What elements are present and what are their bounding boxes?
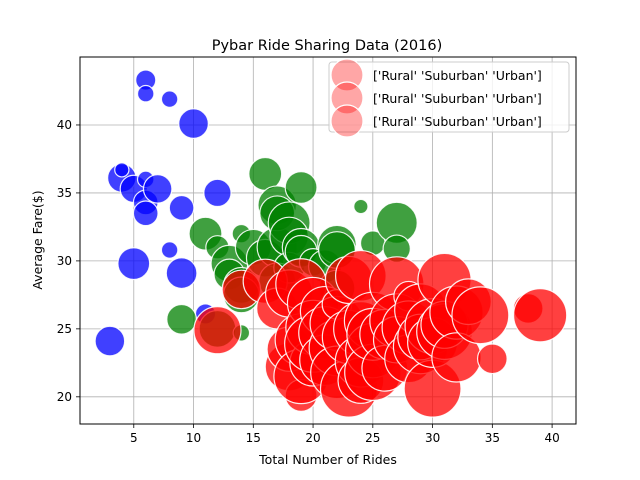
bubble-rural	[165, 257, 198, 290]
x-tick-label: 30	[425, 431, 440, 445]
y-tick-label: 30	[57, 254, 72, 268]
x-tick-label: 10	[186, 431, 201, 445]
x-axis-label: Total Number of Rides	[258, 452, 397, 467]
bubble-rural	[142, 174, 173, 204]
y-tick-label: 40	[57, 118, 72, 132]
y-tick-label: 35	[57, 186, 72, 200]
legend-marker	[330, 104, 364, 138]
x-tick-label: 35	[485, 431, 500, 445]
bubble-rural	[114, 162, 130, 178]
legend-frame	[328, 61, 570, 133]
bubble-rural	[160, 90, 179, 108]
x-tick-label: 5	[130, 431, 138, 445]
bubble-suburban	[166, 303, 197, 335]
y-axis-label: Average Fare($)	[30, 190, 45, 289]
bubble-rural	[94, 325, 126, 357]
y-tick-label: 25	[57, 322, 72, 336]
bubble-rural	[178, 108, 209, 139]
x-tick-label: 15	[246, 431, 261, 445]
legend-label: ['Rural' 'Suburban' 'Urban']	[373, 68, 542, 83]
bubble-suburban	[353, 198, 369, 215]
legend-label: ['Rural' 'Suburban' 'Urban']	[373, 91, 542, 106]
bubble-urban	[451, 286, 510, 345]
legend: ['Rural' 'Suburban' 'Urban'] ['Rural' 'Su…	[328, 58, 570, 138]
bubble-rural	[132, 200, 159, 227]
bubble-rural	[136, 84, 155, 103]
legend-marker	[330, 58, 364, 92]
bubble-rural	[160, 241, 179, 259]
y-tick-label: 20	[57, 390, 72, 404]
bubble-rural	[168, 194, 195, 221]
x-tick-label: 20	[305, 431, 320, 445]
plot-area	[94, 69, 568, 418]
x-tick-label: 25	[365, 431, 380, 445]
plot-frame	[79, 56, 577, 425]
legend-label: ['Rural' 'Suburban' 'Urban']	[373, 114, 542, 129]
x-tick-label: 40	[544, 431, 559, 445]
bubble-rural	[203, 178, 232, 208]
bubble-urban	[193, 306, 242, 355]
chart-title: Pybar Ride Sharing Data (2016)	[212, 38, 443, 54]
bubble-urban	[476, 343, 508, 375]
legend-marker	[330, 81, 364, 115]
bubble-urban	[512, 288, 568, 343]
axis-ticks: 5 10 15 20 25 30 35 40 20 25 30 35 40	[57, 118, 560, 445]
bubble-rural	[117, 247, 151, 281]
bubble-suburban	[284, 171, 318, 204]
